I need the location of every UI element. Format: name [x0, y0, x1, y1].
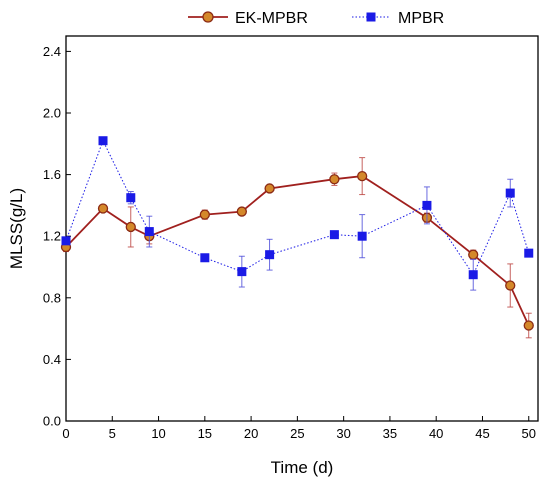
point-mpbr [329, 230, 339, 240]
point-mpbr [468, 270, 478, 280]
y-tick-label: 1.2 [43, 229, 61, 244]
point-mpbr [144, 227, 154, 237]
point-mpbr [422, 200, 432, 210]
legend-marker-ek-mpbr [202, 11, 214, 23]
legend-marker-mpbr [366, 12, 376, 22]
legend-label-mpbr: MPBR [398, 10, 444, 27]
y-tick-label: 1.6 [43, 167, 61, 182]
x-tick-label: 20 [244, 426, 258, 441]
x-tick-label: 10 [151, 426, 165, 441]
x-tick-label: 45 [475, 426, 489, 441]
series-layer [60, 136, 534, 339]
y-tick-label: 0.0 [43, 414, 61, 429]
point-mpbr [505, 188, 515, 198]
x-axis-title: Time (d) [271, 458, 334, 477]
x-tick-label: 25 [290, 426, 304, 441]
plot-frame [65, 35, 539, 422]
point-ek-mpbr [357, 170, 368, 182]
point-ek-mpbr [329, 174, 340, 185]
point-mpbr [357, 231, 367, 241]
x-tick-label: 30 [336, 426, 350, 441]
point-ek-mpbr [199, 209, 210, 220]
series-line-ek-mpbr [65, 175, 530, 326]
point-mpbr [126, 193, 136, 203]
point-ek-mpbr [97, 203, 109, 214]
point-mpbr [237, 267, 247, 277]
y-axis-title: MLSS(g/L) [7, 188, 26, 269]
y-tick-label: 0.8 [43, 290, 61, 305]
point-mpbr [265, 250, 275, 260]
ticks-layer: 0 5 10 15 20 25 30 35 40 45 50 0.0 0.4 0.8 1.2 1.6 2.0 2.… [43, 44, 536, 441]
point-ek-mpbr [468, 249, 479, 260]
legend-label-ek-mpbr: EK-MPBR [235, 10, 308, 27]
y-tick-label: 0.4 [43, 352, 61, 367]
y-tick-label: 2.4 [43, 44, 61, 59]
point-mpbr [524, 248, 534, 258]
x-tick-label: 15 [198, 426, 212, 441]
x-tick-label: 5 [109, 426, 116, 441]
point-mpbr [200, 253, 210, 263]
y-tick-label: 2.0 [43, 106, 61, 121]
series-line-mpbr [65, 139, 530, 276]
point-ek-mpbr [125, 221, 136, 233]
x-tick-label: 0 [62, 426, 69, 441]
x-tick-label: 40 [429, 426, 443, 441]
point-ek-mpbr [505, 280, 516, 291]
point-ek-mpbr [236, 206, 247, 217]
x-tick-label: 50 [522, 426, 536, 441]
x-tick-label: 35 [383, 426, 397, 441]
point-mpbr [98, 136, 108, 146]
legend: EK-MPBR MPBR [188, 10, 444, 27]
point-mpbr [61, 236, 71, 246]
point-ek-mpbr [264, 183, 275, 194]
point-ek-mpbr [523, 320, 534, 331]
